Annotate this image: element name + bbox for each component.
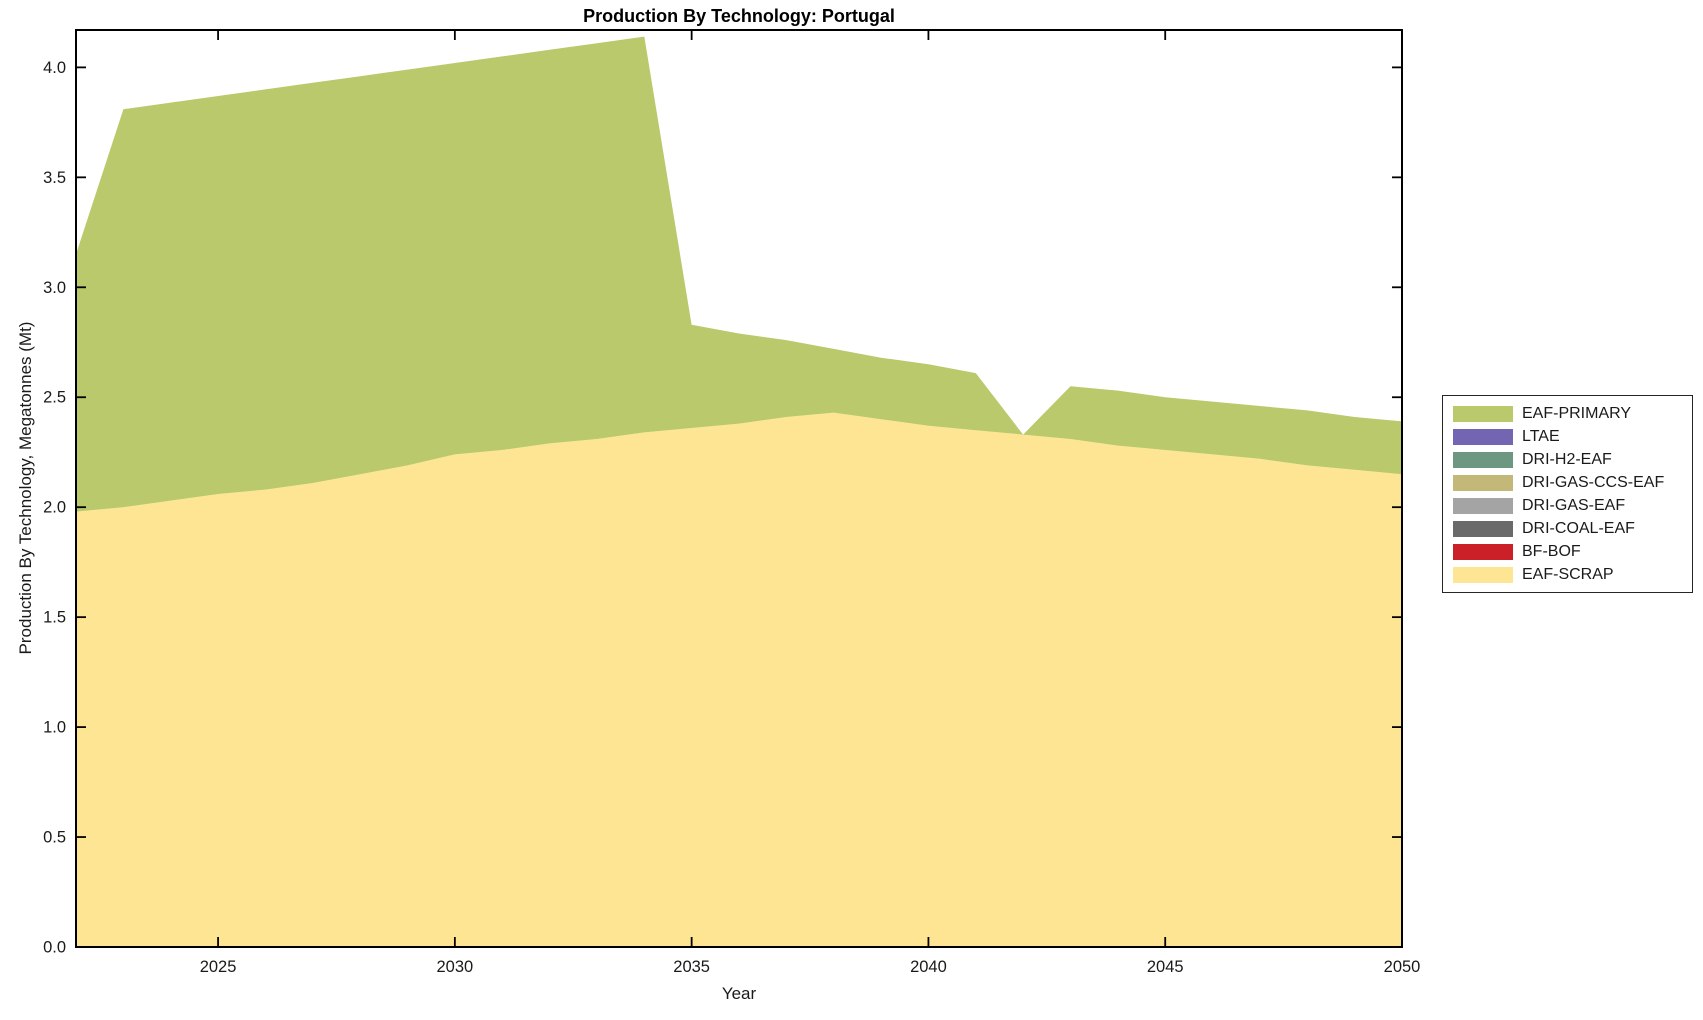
y-tick-label: 3.5 [43, 169, 66, 187]
y-tick-label: 1.0 [43, 719, 66, 737]
area-eaf-scrap [76, 412, 1402, 948]
legend-swatch-dri-gas-eaf [1453, 497, 1513, 514]
y-tick-label: 3.0 [43, 279, 66, 297]
x-tick-label: 2030 [436, 958, 473, 976]
legend-swatch-eaf-scrap [1453, 566, 1513, 583]
legend-item-dri-gas-ccs-eaf: DRI-GAS-CCS-EAF [1453, 474, 1686, 492]
legend-item-bf-bof: BF-BOF [1453, 543, 1686, 561]
legend-item-eaf-primary: EAF-PRIMARY [1453, 405, 1686, 423]
legend-label: BF-BOF [1522, 542, 1581, 560]
legend-swatch-eaf-primary [1453, 405, 1513, 422]
y-tick-label: 0.0 [43, 939, 66, 957]
legend-item-dri-coal-eaf: DRI-COAL-EAF [1453, 520, 1686, 538]
legend-swatch-dri-h2-eaf [1453, 451, 1513, 468]
x-tick-label: 2045 [1147, 958, 1184, 976]
y-tick-label: 1.5 [43, 609, 66, 627]
legend-item-dri-h2-eaf: DRI-H2-EAF [1453, 451, 1686, 469]
legend-item-eaf-scrap: EAF-SCRAP [1453, 566, 1686, 584]
x-axis-label: Year [721, 984, 757, 1003]
x-tick-label: 2040 [910, 958, 947, 976]
x-tick-label: 2050 [1384, 958, 1421, 976]
legend-label: DRI-H2-EAF [1522, 450, 1612, 468]
legend-item-ltae: LTAE [1453, 428, 1686, 446]
legend-item-dri-gas-eaf: DRI-GAS-EAF [1453, 497, 1686, 515]
legend: EAF-PRIMARY LTAE DRI-H2-EAF DRI-GAS-CCS-EAF… [1442, 395, 1693, 593]
x-tick-label: 2035 [673, 958, 710, 976]
y-tick-label: 2.5 [43, 389, 66, 407]
legend-label: DRI-COAL-EAF [1522, 519, 1635, 537]
legend-label: LTAE [1522, 427, 1560, 445]
legend-swatch-bf-bof [1453, 543, 1513, 560]
legend-swatch-dri-gas-ccs-eaf [1453, 474, 1513, 491]
y-tick-label: 2.0 [43, 499, 66, 517]
area-eaf-primary [76, 36, 1402, 512]
legend-label: DRI-GAS-CCS-EAF [1522, 473, 1665, 491]
legend-label: EAF-PRIMARY [1522, 404, 1632, 422]
y-tick-label: 4.0 [43, 59, 66, 77]
plot-frame [75, 29, 1403, 948]
legend-label: EAF-SCRAP [1522, 565, 1614, 583]
y-tick-label: 0.5 [43, 829, 66, 847]
x-tick-label: 2025 [200, 958, 237, 976]
legend-swatch-dri-coal-eaf [1453, 520, 1513, 537]
legend-label: DRI-GAS-EAF [1522, 496, 1626, 514]
legend-swatch-ltae [1453, 428, 1513, 445]
chart-title: Production By Technology: Portugal [583, 6, 895, 26]
